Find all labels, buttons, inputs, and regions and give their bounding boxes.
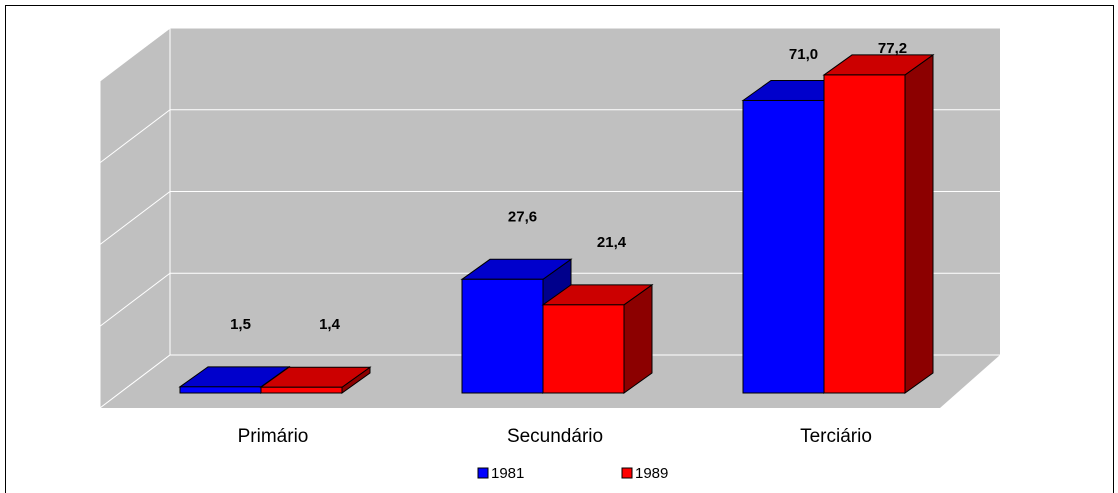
legend-label: 1981 <box>491 465 524 482</box>
x-tick-label: Terciário <box>800 426 872 447</box>
x-tick-label: Secundário <box>507 426 603 447</box>
grid-line <box>99 272 1000 327</box>
value-label: 1,4 <box>319 316 341 333</box>
value-label: 27,6 <box>508 208 537 225</box>
grid-line <box>99 109 1000 164</box>
x-tick-label: Primário <box>238 426 309 447</box>
bar <box>822 53 935 394</box>
grid-line <box>99 27 1000 82</box>
value-label: 1,5 <box>230 316 251 333</box>
bar-front <box>542 304 625 394</box>
value-label: 77,2 <box>878 40 907 57</box>
bar <box>259 366 372 394</box>
bar-front <box>260 386 343 394</box>
legend-swatch <box>621 467 633 479</box>
bar <box>541 283 654 394</box>
legend-swatch <box>477 467 489 479</box>
bar-front <box>742 99 825 394</box>
bar-front <box>179 386 262 394</box>
value-label: 21,4 <box>597 234 627 251</box>
grid-line <box>99 354 1000 409</box>
value-label: 71,0 <box>789 46 818 63</box>
bar-side <box>904 53 934 394</box>
grid-line <box>99 191 1000 245</box>
bar-front <box>823 74 906 394</box>
legend-label: 1989 <box>635 465 668 482</box>
bar-front <box>461 278 544 394</box>
